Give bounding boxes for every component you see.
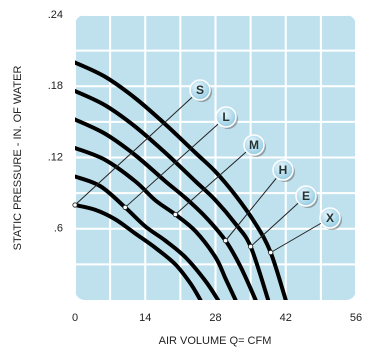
callout-point (268, 249, 274, 256)
legend-bubble (272, 159, 294, 181)
y-tick-label: .6 (54, 223, 63, 235)
x-tick-label: 0 (72, 312, 78, 324)
legend-bubble (295, 185, 317, 207)
fan-curve (75, 117, 258, 300)
legend-label: L (222, 110, 229, 124)
y-tick-label: .24 (48, 9, 63, 21)
callout-point (172, 211, 178, 218)
callout-line (175, 144, 255, 215)
callout-line (270, 217, 331, 253)
y-tick-label: .12 (48, 151, 63, 163)
callout-point (222, 238, 229, 244)
callout-point (72, 202, 78, 208)
x-tick-label: 56 (350, 312, 362, 324)
x-axis-label: AIR VOLUME Q= CFM (159, 335, 272, 347)
fan-curve (75, 203, 203, 300)
legend-bubble (243, 134, 265, 156)
callout-point (248, 243, 254, 250)
callout-line (225, 169, 284, 241)
callout-line (74, 89, 201, 206)
legend-label: E (302, 189, 310, 203)
legend-bubble (319, 207, 341, 229)
legend-bubble (215, 106, 237, 128)
callout-point (122, 204, 128, 210)
x-tick-label: 42 (280, 312, 292, 324)
legend-label: M (249, 138, 259, 152)
fan-curve (75, 89, 271, 300)
fan-curve (75, 60, 288, 300)
y-tick-label: .18 (48, 80, 63, 92)
x-tick-label: 28 (209, 312, 221, 324)
legend-label: H (279, 163, 288, 177)
x-tick-label: 14 (139, 312, 151, 324)
callout-line (124, 116, 227, 208)
legend-label: X (326, 211, 334, 225)
legend-label: S (196, 83, 204, 97)
fan-curve (75, 174, 221, 300)
callout-line (250, 195, 307, 247)
legend-bubble (189, 79, 211, 101)
y-axis-label: STATIC PRESSURE - IN. OF WATER (12, 66, 24, 251)
